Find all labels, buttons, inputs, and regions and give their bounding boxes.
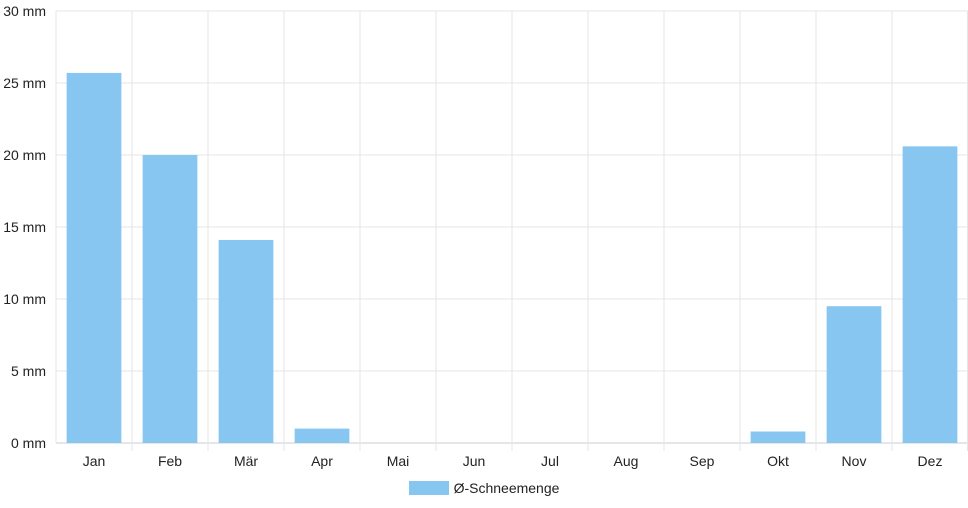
bar-jan[interactable] — [66, 72, 122, 444]
bar-dez[interactable] — [902, 146, 958, 444]
bar-mär[interactable] — [218, 239, 274, 443]
x-tick-label: Dez — [918, 453, 943, 469]
x-tick-label: Jan — [83, 453, 106, 469]
bar-apr[interactable] — [294, 428, 350, 443]
x-tick-label: Jun — [463, 453, 486, 469]
legend-swatch — [408, 481, 449, 495]
bar-okt[interactable] — [750, 431, 806, 443]
bars — [66, 72, 958, 444]
x-tick-label: Okt — [767, 453, 789, 469]
x-tick-label: Sep — [690, 453, 715, 469]
x-tick-label: Apr — [311, 453, 333, 469]
x-tick-label: Jul — [541, 453, 559, 469]
y-tick-label: 25 mm — [3, 75, 46, 91]
y-tick-label: 15 mm — [3, 219, 46, 235]
y-tick-label: 0 mm — [11, 435, 46, 451]
axes: 0 mm 5 mm 10 mm 15 mm 20 mm 25 mm 30 mm Jan Feb M… — [3, 3, 942, 469]
y-tick-label: 20 mm — [3, 147, 46, 163]
legend[interactable]: Ø-Schneemenge — [0, 480, 968, 496]
x-tick-label: Nov — [842, 453, 867, 469]
x-tick-label: Aug — [614, 453, 639, 469]
x-tick-label: Mai — [387, 453, 410, 469]
x-tick-label: Feb — [158, 453, 182, 469]
y-tick-label: 30 mm — [3, 3, 46, 19]
bar-feb[interactable] — [142, 155, 198, 443]
grid-lines — [55, 10, 968, 451]
x-tick-label: Mär — [234, 453, 258, 469]
y-tick-label: 10 mm — [3, 291, 46, 307]
legend-label: Ø-Schneemenge — [453, 480, 560, 496]
bar-nov[interactable] — [826, 306, 882, 443]
y-tick-label: 5 mm — [11, 363, 46, 379]
